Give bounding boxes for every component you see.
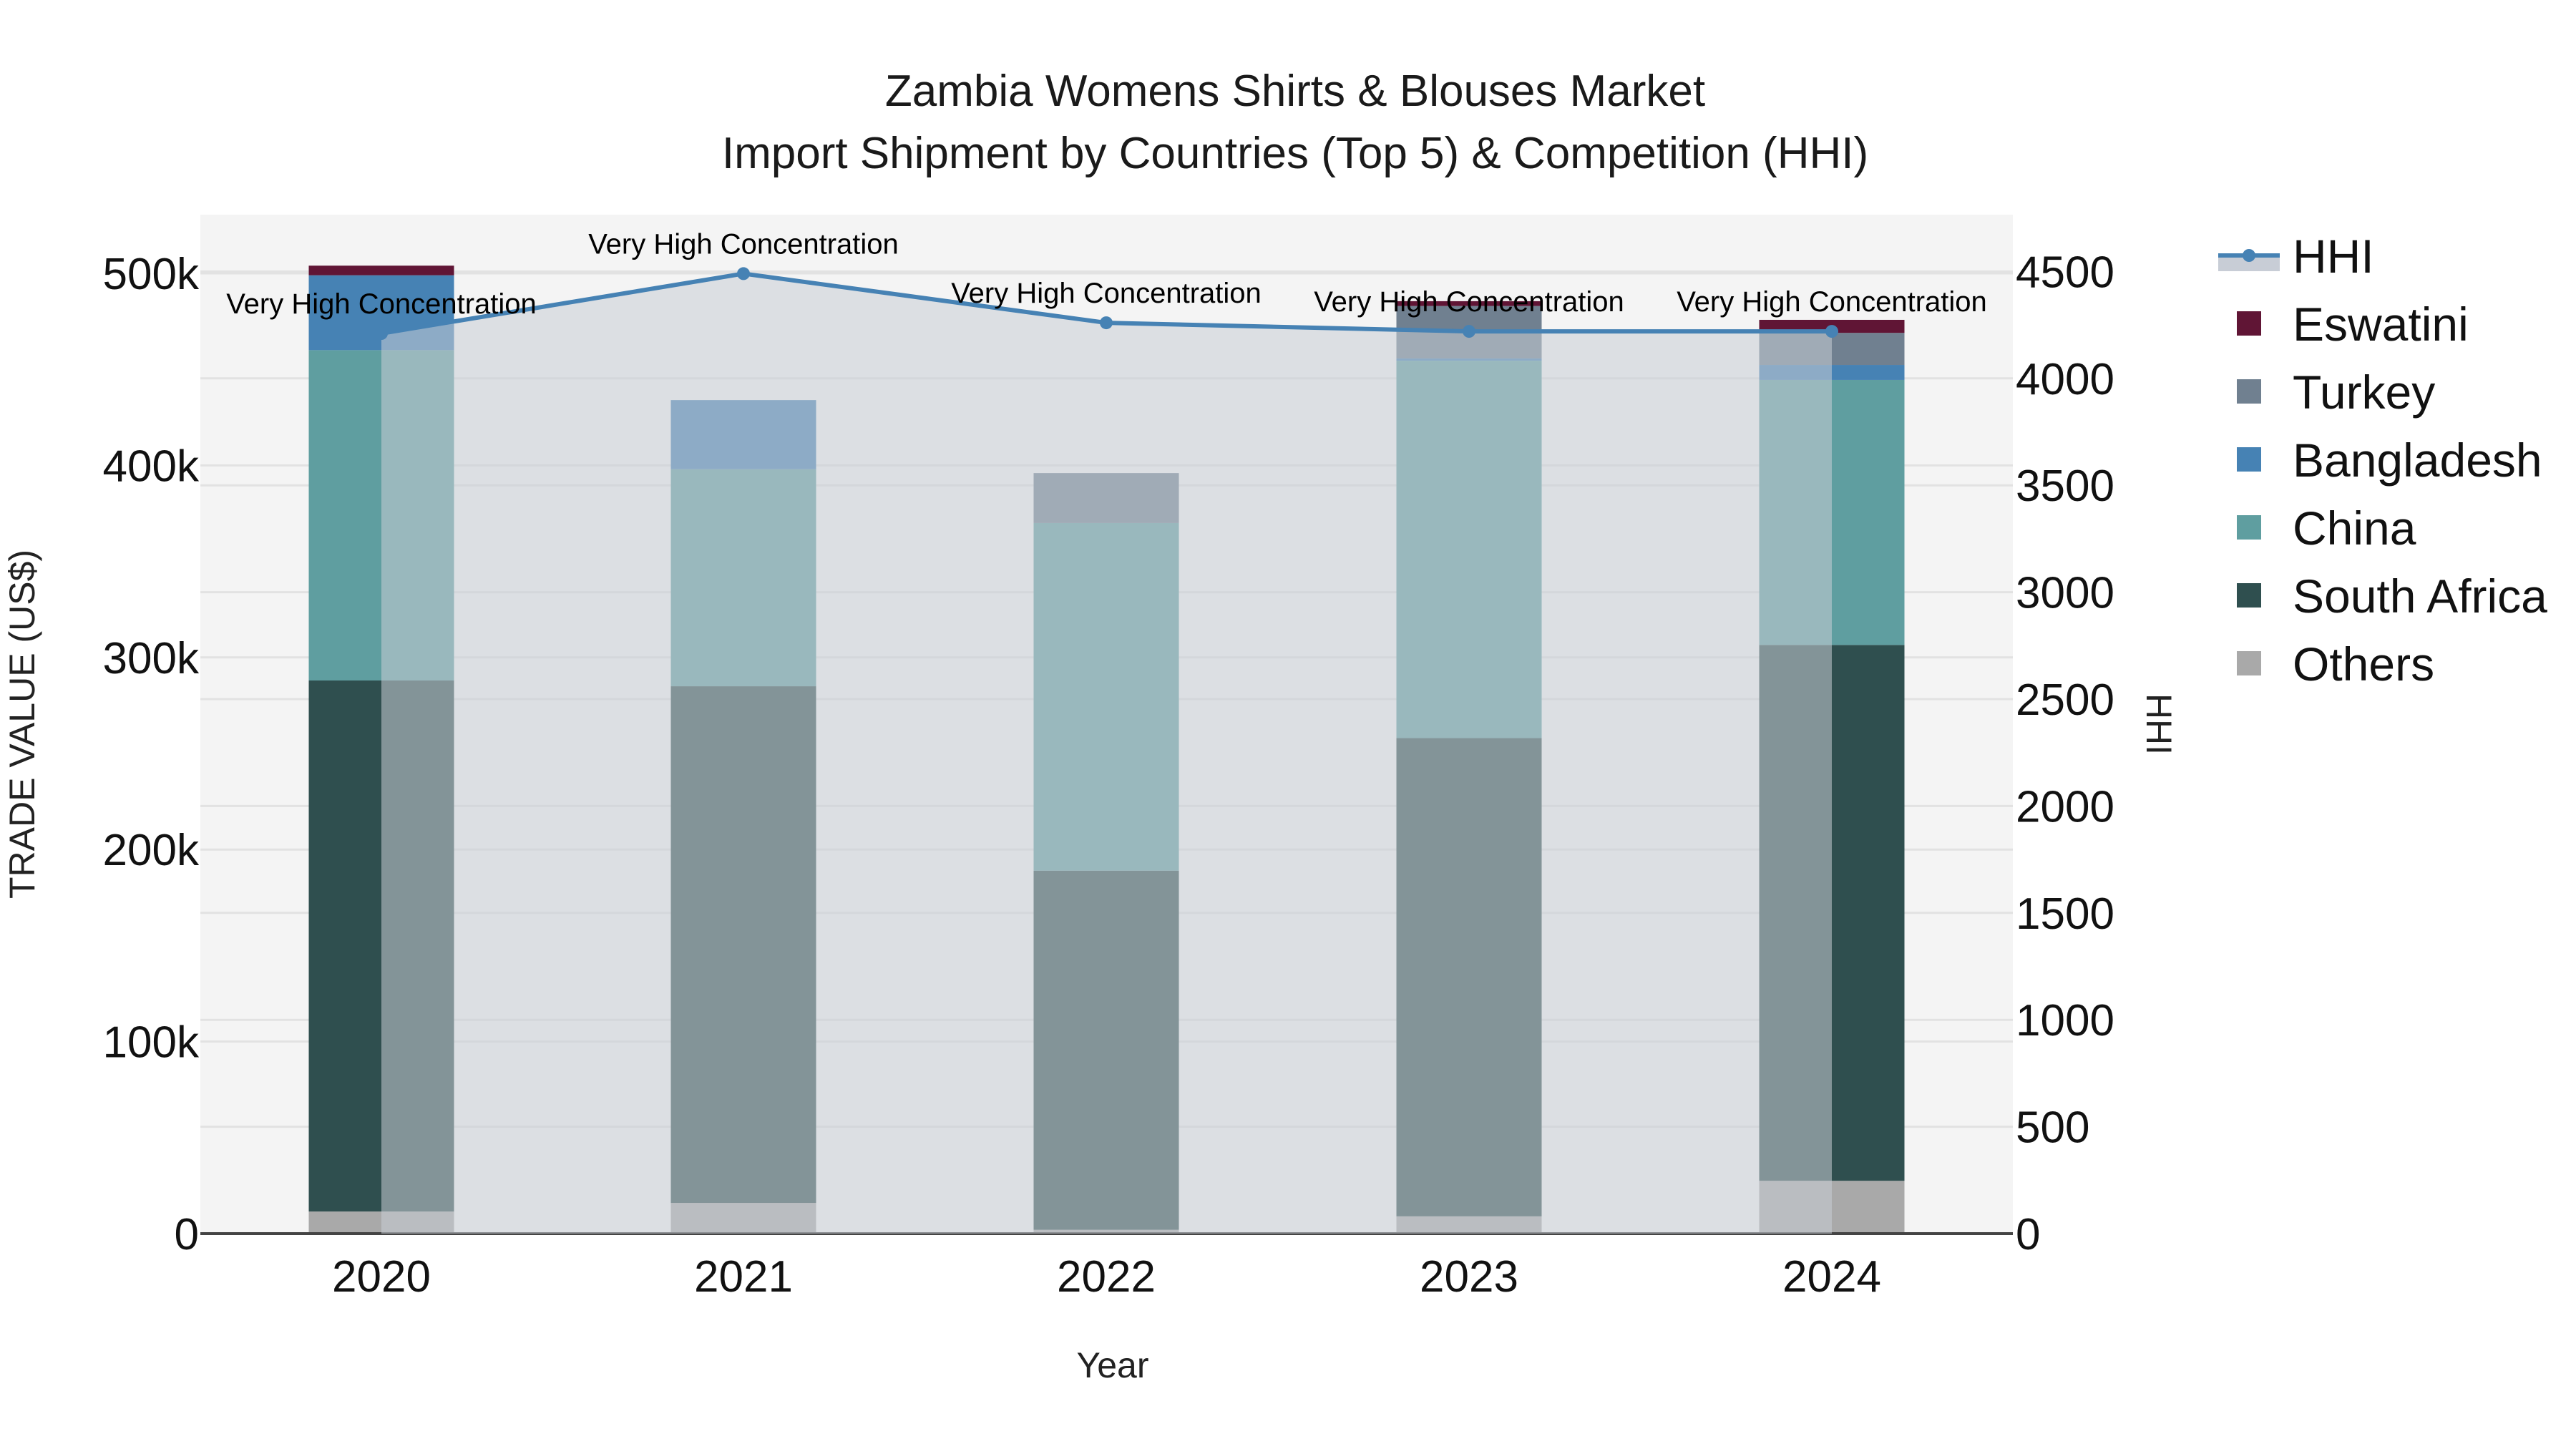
chart-title: Zambia Womens Shirts & Blouses Market — [885, 67, 1705, 116]
legend-label: China — [2293, 502, 2416, 555]
y-tick-label: 500k — [103, 250, 200, 299]
legend-item-others[interactable]: Others — [2237, 638, 2434, 691]
y2-tick-label: 1500 — [2016, 889, 2114, 939]
hhi-annotation: Very High Concentration — [588, 228, 899, 260]
hhi-point[interactable] — [1463, 325, 1475, 338]
annotations: Very High Concentration Very High Concent… — [226, 228, 1987, 320]
hhi-point[interactable] — [737, 267, 750, 280]
legend-item-south-africa[interactable]: South Africa — [2237, 570, 2547, 623]
y-tick-label: 200k — [103, 826, 200, 875]
legend-item-eswatini[interactable]: Eswatini — [2237, 298, 2469, 351]
legend-area-swatch — [2218, 255, 2280, 271]
x-tick-label: 2023 — [1420, 1252, 1518, 1302]
y2-tick-label: 4500 — [2016, 248, 2114, 297]
y-tick-label: 0 — [175, 1210, 199, 1259]
y2-tick-label: 0 — [2016, 1210, 2040, 1259]
hhi-point[interactable] — [1825, 325, 1838, 338]
hhi-point[interactable] — [1100, 316, 1113, 330]
x-axis-ticks: 2020 2021 2022 2023 2024 — [332, 1252, 1881, 1302]
legend-label: South Africa — [2293, 570, 2547, 623]
y-tick-label: 400k — [103, 441, 200, 491]
y-tick-label: 100k — [103, 1018, 200, 1068]
chart-subtitle: Import Shipment by Countries (Top 5) & C… — [722, 129, 1868, 178]
y2-axis-ticks: 0 500 1000 1500 2000 2500 3000 3500 4000 4500 — [2016, 248, 2114, 1259]
legend-swatch-icon — [2237, 583, 2261, 608]
x-tick-label: 2022 — [1057, 1252, 1156, 1302]
legend-label: Others — [2293, 638, 2434, 691]
x-tick-label: 2021 — [694, 1252, 793, 1302]
hhi-annotation: Very High Concentration — [226, 288, 537, 320]
y-tick-label: 300k — [103, 634, 200, 683]
legend-swatch-icon — [2237, 515, 2261, 540]
y2-tick-label: 3500 — [2016, 462, 2114, 511]
y2-tick-label: 2500 — [2016, 675, 2114, 725]
legend-item-hhi[interactable]: HHI — [2218, 230, 2374, 283]
bar-segment-eswatini[interactable] — [308, 265, 454, 275]
y2-tick-label: 1000 — [2016, 996, 2114, 1045]
y2-tick-label: 4000 — [2016, 355, 2114, 404]
legend-swatch-icon — [2237, 379, 2261, 404]
x-axis-title: Year — [1076, 1345, 1148, 1385]
y-axis-ticks: 0 100k 200k 300k 400k 500k — [103, 250, 200, 1259]
legend-swatch-icon — [2237, 651, 2261, 675]
hhi-point[interactable] — [375, 327, 388, 341]
legend: HHI Eswatini Turkey Bangladesh China South Af… — [2218, 230, 2547, 691]
legend-item-bangladesh[interactable]: Bangladesh — [2237, 434, 2542, 487]
legend-label: HHI — [2293, 230, 2374, 283]
hhi-annotation: Very High Concentration — [1677, 286, 1987, 318]
y2-tick-label: 2000 — [2016, 782, 2114, 831]
legend-item-china[interactable]: China — [2237, 502, 2416, 555]
legend-item-turkey[interactable]: Turkey — [2237, 366, 2435, 419]
legend-label: Turkey — [2293, 366, 2435, 419]
legend-label: Eswatini — [2293, 298, 2469, 351]
hhi-line — [375, 267, 1838, 1234]
legend-label: Bangladesh — [2293, 434, 2542, 487]
y2-axis-title: HHI — [2139, 693, 2179, 755]
y-axis-title: TRADE VALUE (US$) — [2, 550, 42, 899]
y2-tick-label: 500 — [2016, 1103, 2089, 1153]
legend-marker-icon — [2243, 249, 2255, 262]
legend-swatch-icon — [2237, 311, 2261, 336]
legend-swatch-icon — [2237, 447, 2261, 472]
hhi-annotation: Very High Concentration — [951, 278, 1262, 309]
bar-segment-eswatini[interactable] — [1396, 301, 1542, 306]
y2-tick-label: 3000 — [2016, 569, 2114, 618]
hhi-fill-area — [381, 273, 1832, 1234]
x-tick-label: 2024 — [1782, 1252, 1881, 1302]
x-tick-label: 2020 — [332, 1252, 431, 1302]
hhi-annotation: Very High Concentration — [1314, 286, 1624, 318]
